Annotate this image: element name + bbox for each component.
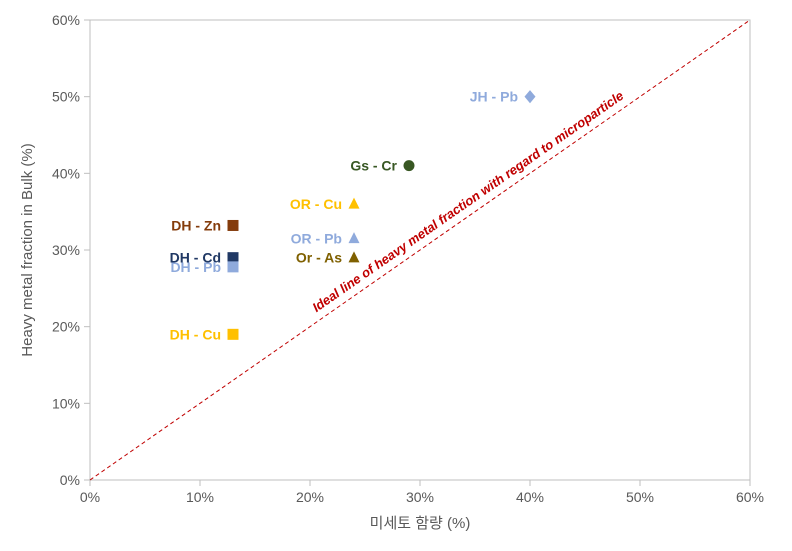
x-tick-label: 50% — [626, 489, 654, 505]
chart-container: 0% 10% 20% 30% 40% 50% 60% 0% 10% 20% 30% 40% 50% 60%… — [0, 0, 792, 551]
data-point-marker — [404, 160, 415, 171]
y-tick-label: 30% — [52, 242, 80, 258]
data-point-marker — [228, 220, 239, 231]
data-point-label: Gs - Cr — [350, 158, 397, 174]
x-tick-label: 20% — [296, 489, 324, 505]
data-point-label: JH - Pb — [470, 89, 518, 105]
y-tick-label: 20% — [52, 319, 80, 335]
y-tick-label: 0% — [60, 472, 80, 488]
data-point-label: OR - Pb — [291, 231, 342, 247]
x-tick-label: 10% — [186, 489, 214, 505]
data-point-label: OR - Cu — [290, 196, 342, 212]
x-axis-label: 미세토 함량 (%) — [370, 515, 471, 532]
data-point-label: DH - Cu — [170, 326, 221, 342]
data-point-marker — [228, 329, 239, 340]
data-point-label: DH - Pb — [170, 259, 221, 275]
x-tick-label: 60% — [736, 489, 764, 505]
data-point-label: DH - Zn — [171, 217, 221, 233]
scatter-chart: 0% 10% 20% 30% 40% 50% 60% 0% 10% 20% 30% 40% 50% 60%… — [0, 0, 792, 551]
x-tick-label: 0% — [80, 489, 100, 505]
data-point-marker — [228, 261, 239, 272]
y-tick-label: 50% — [52, 89, 80, 105]
data-point-label: Or - As — [296, 250, 342, 266]
x-tick-label: 30% — [406, 489, 434, 505]
y-tick-label: 60% — [52, 12, 80, 28]
x-tick-label: 40% — [516, 489, 544, 505]
y-tick-label: 40% — [52, 165, 80, 181]
y-axis-label: Heavy metal fraction in Bulk (%) — [19, 143, 36, 356]
y-tick-label: 10% — [52, 395, 80, 411]
